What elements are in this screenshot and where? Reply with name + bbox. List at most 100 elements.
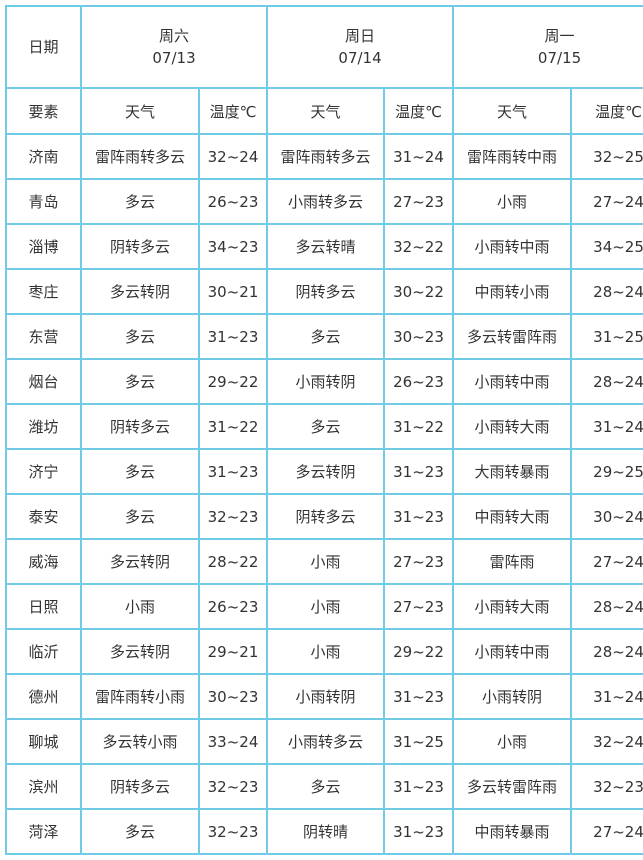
weather-cell: 阴转多云 — [266, 268, 386, 315]
temp-cell: 28~24 — [570, 358, 643, 405]
weather-label: 天气 — [80, 87, 200, 135]
temp-cell: 29~22 — [383, 628, 455, 675]
temp-cell: 27~24 — [570, 178, 643, 225]
element-header-row: 要素 天气 温度℃ 天气 温度℃ 天气 温度℃ — [5, 87, 643, 135]
weather-cell: 阴转多云 — [80, 403, 200, 450]
weather-label: 天气 — [266, 87, 386, 135]
temp-cell: 31~23 — [197, 313, 269, 360]
weather-cell: 多云转小雨 — [80, 718, 200, 765]
table-row: 济宁 多云 31~23 多云转阴 31~23 大雨转暴雨 29~25 — [5, 448, 643, 495]
weather-cell: 小雨 — [266, 628, 386, 675]
temp-cell: 27~23 — [383, 538, 455, 585]
temp-cell: 30~22 — [383, 268, 455, 315]
temp-cell: 32~23 — [570, 763, 643, 810]
temp-cell: 32~24 — [570, 718, 643, 765]
weather-cell: 多云转阴 — [80, 538, 200, 585]
temp-cell: 31~24 — [383, 133, 455, 180]
weather-cell: 多云转阴 — [80, 268, 200, 315]
temp-cell: 31~24 — [570, 673, 643, 720]
weather-cell: 多云 — [80, 358, 200, 405]
weather-cell: 小雨转多云 — [266, 718, 386, 765]
weather-cell: 小雨转多云 — [266, 178, 386, 225]
temp-cell: 29~22 — [197, 358, 269, 405]
weather-cell: 小雨转阴 — [266, 673, 386, 720]
weather-cell: 阴转多云 — [80, 223, 200, 270]
weather-cell: 多云 — [80, 493, 200, 540]
day-header: 周日 07/14 — [266, 5, 455, 89]
table-row: 威海 多云转阴 28~22 小雨 27~23 雷阵雨 27~24 — [5, 538, 643, 585]
weather-cell: 小雨转阴 — [452, 673, 573, 720]
weather-cell: 小雨 — [266, 538, 386, 585]
weather-cell: 阴转多云 — [80, 763, 200, 810]
city-cell: 枣庄 — [5, 268, 82, 315]
city-cell: 威海 — [5, 538, 82, 585]
temp-cell: 28~24 — [570, 268, 643, 315]
temp-cell: 32~23 — [197, 808, 269, 855]
city-cell: 济南 — [5, 133, 82, 180]
city-cell: 东营 — [5, 313, 82, 360]
table-row: 枣庄 多云转阴 30~21 阴转多云 30~22 中雨转小雨 28~24 — [5, 268, 643, 315]
table-row: 东营 多云 31~23 多云 30~23 多云转雷阵雨 31~25 — [5, 313, 643, 360]
temp-label: 温度℃ — [570, 87, 643, 135]
temp-cell: 32~22 — [383, 223, 455, 270]
weather-cell: 小雨 — [266, 583, 386, 630]
element-label: 要素 — [5, 87, 82, 135]
weather-cell: 雷阵雨转多云 — [80, 133, 200, 180]
table-row: 临沂 多云转阴 29~21 小雨 29~22 小雨转中雨 28~24 — [5, 628, 643, 675]
temp-cell: 30~21 — [197, 268, 269, 315]
temp-cell: 31~22 — [383, 403, 455, 450]
city-cell: 济宁 — [5, 448, 82, 495]
weather-cell: 小雨转中雨 — [452, 628, 573, 675]
day-header: 周六 07/13 — [79, 5, 269, 89]
table-row: 日照 小雨 26~23 小雨 27~23 小雨转大雨 28~24 — [5, 583, 643, 630]
city-cell: 聊城 — [5, 718, 82, 765]
weather-cell: 多云 — [80, 313, 200, 360]
weather-cell: 小雨转阴 — [266, 358, 386, 405]
weather-cell: 多云转阴 — [266, 448, 386, 495]
table-row: 潍坊 阴转多云 31~22 多云 31~22 小雨转大雨 31~24 — [5, 403, 643, 450]
temp-cell: 30~24 — [570, 493, 643, 540]
temp-cell: 27~24 — [570, 538, 643, 585]
table-row: 聊城 多云转小雨 33~24 小雨转多云 31~25 小雨 32~24 — [5, 718, 643, 765]
temp-cell: 31~25 — [570, 313, 643, 360]
table-row: 德州 雷阵雨转小雨 30~23 小雨转阴 31~23 小雨转阴 31~24 — [5, 673, 643, 720]
weather-cell: 小雨 — [80, 583, 200, 630]
temp-cell: 32~25 — [570, 133, 643, 180]
weather-cell: 雷阵雨转小雨 — [80, 673, 200, 720]
weather-forecast-table: 日期 周六 07/13 周日 07/14 周一 07/15 要素 天气 温度℃ 天气 … — [5, 5, 643, 855]
day-header: 周一 07/15 — [452, 5, 643, 89]
temp-cell: 29~21 — [197, 628, 269, 675]
city-cell: 淄博 — [5, 223, 82, 270]
weather-cell: 阴转晴 — [266, 808, 386, 855]
weather-cell: 大雨转暴雨 — [452, 448, 573, 495]
temp-label: 温度℃ — [197, 87, 269, 135]
temp-cell: 26~23 — [383, 358, 455, 405]
date-label: 日期 — [5, 5, 82, 89]
temp-cell: 30~23 — [197, 673, 269, 720]
city-cell: 菏泽 — [5, 808, 82, 855]
weather-cell: 中雨转暴雨 — [452, 808, 573, 855]
temp-cell: 31~23 — [383, 763, 455, 810]
temp-cell: 31~23 — [383, 493, 455, 540]
weather-cell: 多云转雷阵雨 — [452, 763, 573, 810]
temp-cell: 34~25 — [570, 223, 643, 270]
city-cell: 泰安 — [5, 493, 82, 540]
temp-cell: 26~23 — [197, 583, 269, 630]
temp-cell: 33~24 — [197, 718, 269, 765]
weather-cell: 多云转阴 — [80, 628, 200, 675]
weather-cell: 阴转多云 — [266, 493, 386, 540]
weather-cell: 中雨转小雨 — [452, 268, 573, 315]
table-row: 烟台 多云 29~22 小雨转阴 26~23 小雨转中雨 28~24 — [5, 358, 643, 405]
temp-label: 温度℃ — [383, 87, 455, 135]
city-cell: 烟台 — [5, 358, 82, 405]
weather-cell: 多云 — [266, 763, 386, 810]
temp-cell: 28~24 — [570, 583, 643, 630]
table-row: 青岛 多云 26~23 小雨转多云 27~23 小雨 27~24 — [5, 178, 643, 225]
temp-cell: 28~22 — [197, 538, 269, 585]
date-header-row: 日期 周六 07/13 周日 07/14 周一 07/15 — [5, 5, 643, 89]
weather-label: 天气 — [452, 87, 573, 135]
temp-cell: 26~23 — [197, 178, 269, 225]
city-cell: 日照 — [5, 583, 82, 630]
temp-cell: 32~23 — [197, 763, 269, 810]
weather-cell: 雷阵雨转中雨 — [452, 133, 573, 180]
